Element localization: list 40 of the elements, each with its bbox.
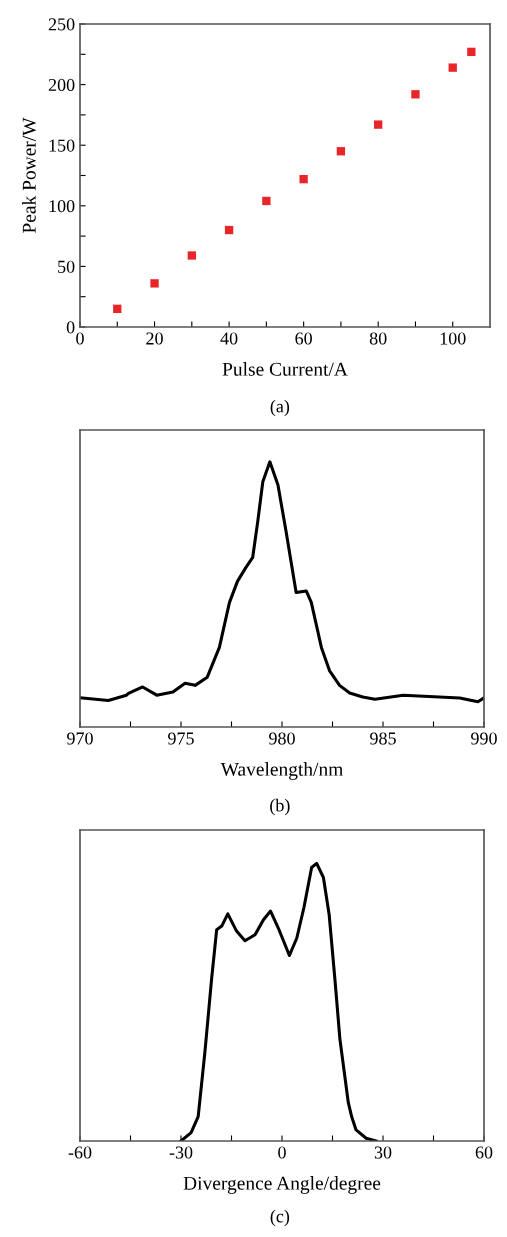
x-axis-title: Divergence Angle/degree <box>183 1176 381 1194</box>
x-tick-label: 40 <box>220 332 238 345</box>
y-tick-label: 0 <box>66 321 75 334</box>
x-tick-label: 30 <box>374 1146 392 1159</box>
x-tick-label: 985 <box>370 732 396 745</box>
y-tick-label: 50 <box>58 260 75 273</box>
point <box>467 47 476 57</box>
x-tick-label: 80 <box>369 332 387 345</box>
y-tick-label: 150 <box>49 139 75 152</box>
point <box>411 90 420 99</box>
x-tick-label: 0 <box>76 332 84 345</box>
x-axis-title: Wavelength/nm <box>220 762 344 780</box>
point <box>336 147 346 156</box>
point <box>374 120 383 129</box>
x-tick-label: 20 <box>146 332 163 345</box>
x-tick-label: -60 <box>68 1146 92 1159</box>
x-tick-label: 990 <box>471 732 497 745</box>
text: (b) <box>270 798 290 816</box>
point <box>150 279 159 288</box>
x-tick-label: 60 <box>295 332 312 345</box>
point <box>224 225 234 235</box>
text: (a) <box>270 399 290 417</box>
x-tick-label: 60 <box>475 1146 493 1159</box>
y-tick-label: 250 <box>48 18 75 31</box>
x-tick-label: 980 <box>269 732 295 745</box>
point <box>262 196 271 206</box>
point <box>299 174 308 184</box>
x-tick-label: 100 <box>440 332 466 345</box>
y-axis-title: Peak Power/W <box>22 117 36 233</box>
x-tick-label: 975 <box>168 732 194 745</box>
x-axis-title: Pulse Current/A <box>222 362 348 376</box>
point <box>113 304 122 313</box>
y-tick-label: 200 <box>48 78 75 92</box>
text: (c) <box>270 1209 290 1227</box>
point <box>448 63 457 72</box>
x-tick-label: 970 <box>67 732 93 745</box>
point <box>187 251 196 260</box>
x-tick-label: 0 <box>278 1146 286 1159</box>
y-tick-label: 100 <box>49 200 75 213</box>
x-tick-label: -30 <box>169 1146 193 1159</box>
